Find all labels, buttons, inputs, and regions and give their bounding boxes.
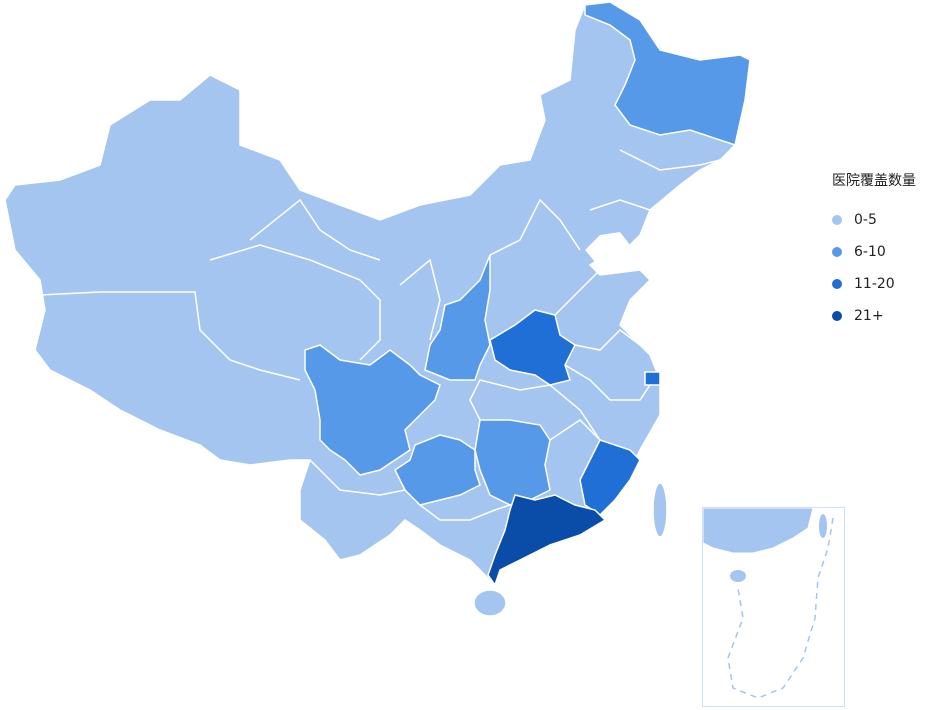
region-fujian[interactable] — [579, 439, 641, 516]
legend-label: 6-10 — [854, 244, 886, 260]
region-sichuan[interactable] — [304, 344, 441, 476]
legend-label: 11-20 — [854, 276, 895, 292]
legend: 医院覆盖数量 0-5 6-10 11-20 21+ — [832, 170, 916, 336]
inset-taiwan — [819, 514, 827, 538]
legend-label: 21+ — [854, 308, 884, 324]
inset-hainan — [730, 570, 746, 582]
south-china-sea-inset — [702, 507, 845, 707]
legend-item[interactable]: 6-10 — [832, 232, 916, 272]
legend-item[interactable]: 11-20 — [832, 264, 916, 304]
nine-dash-line — [727, 517, 834, 699]
legend-dot — [832, 311, 842, 321]
region-heilongjiang[interactable] — [584, 1, 751, 146]
province-borders — [39, 149, 721, 521]
region-taiwan[interactable] — [652, 482, 668, 538]
bohai-sea — [585, 232, 630, 262]
region-hunan[interactable] — [474, 419, 551, 506]
legend-label: 0-5 — [854, 212, 877, 228]
legend-item[interactable]: 21+ — [832, 296, 916, 336]
region-guangdong[interactable] — [487, 494, 607, 587]
legend-dot — [832, 215, 842, 225]
region-shaanxi[interactable] — [424, 254, 491, 381]
region-hainan[interactable] — [473, 589, 507, 617]
region-guizhou[interactable] — [394, 434, 481, 506]
legend-title: 医院覆盖数量 — [832, 173, 916, 189]
inset-map — [702, 507, 834, 699]
inset-land — [702, 507, 814, 554]
legend-item[interactable]: 0-5 — [832, 200, 916, 240]
region-base[interactable] — [4, 1, 751, 582]
region-shanghai[interactable] — [644, 371, 661, 386]
legend-dot — [832, 279, 842, 289]
legend-dot — [832, 247, 842, 257]
